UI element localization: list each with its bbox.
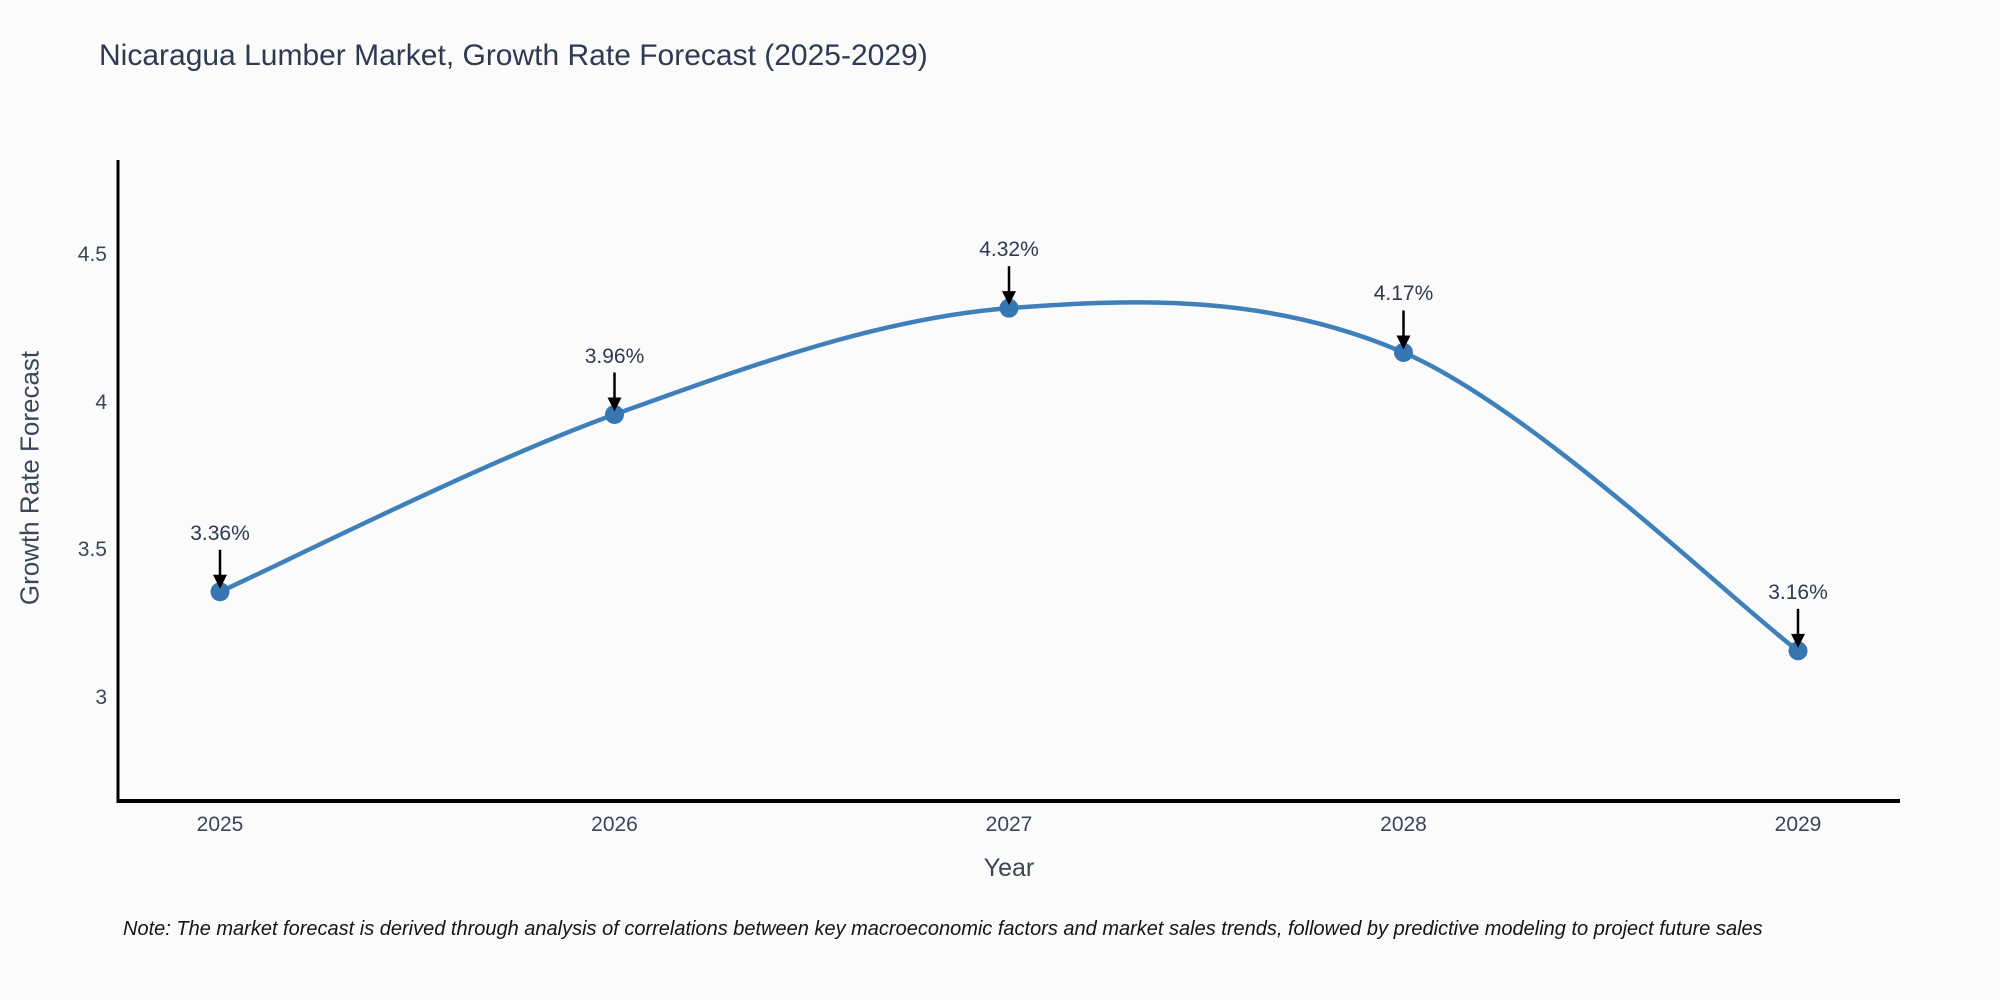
y-tick-label: 3.5 [77,538,107,562]
data-point-marker[interactable] [605,405,624,425]
data-point-marker[interactable] [1394,342,1413,362]
data-point-marker[interactable] [1788,641,1808,661]
annotation-arrow-head [607,397,622,412]
data-point-label: 4.17% [1373,282,1434,306]
data-point-label: 4.32% [979,238,1039,262]
chart-title: Nicaragua Lumber Market, Growth Rate For… [99,39,928,72]
x-tick-label: 2025 [196,813,244,836]
data-point-marker[interactable] [210,582,230,602]
x-tick-label: 2028 [1380,813,1427,836]
y-axis-spine [116,160,120,803]
footnote: Note: The market forecast is derived thr… [123,918,1763,940]
annotation-arrow-head [213,574,227,589]
x-axis-title: Year [983,854,1035,882]
data-point-label: 3.16% [1768,580,1828,604]
x-tick-label: 2027 [985,813,1033,836]
data-point-label: 3.96% [584,344,645,368]
y-tick-label: 4 [95,390,107,414]
x-axis-spine [116,799,1900,803]
data-point-label: 3.36% [190,521,250,545]
x-tick-label: 2029 [1774,813,1822,836]
annotation-arrow-head [1002,291,1016,306]
annotation-arrow-head [1791,633,1805,648]
forecast-line [217,300,1801,654]
data-point-marker[interactable] [999,298,1019,318]
annotation-arrow-head [1396,335,1411,350]
y-tick-label: 4.5 [77,243,107,266]
y-tick-label: 3 [95,686,107,710]
x-tick-label: 2026 [591,813,638,836]
